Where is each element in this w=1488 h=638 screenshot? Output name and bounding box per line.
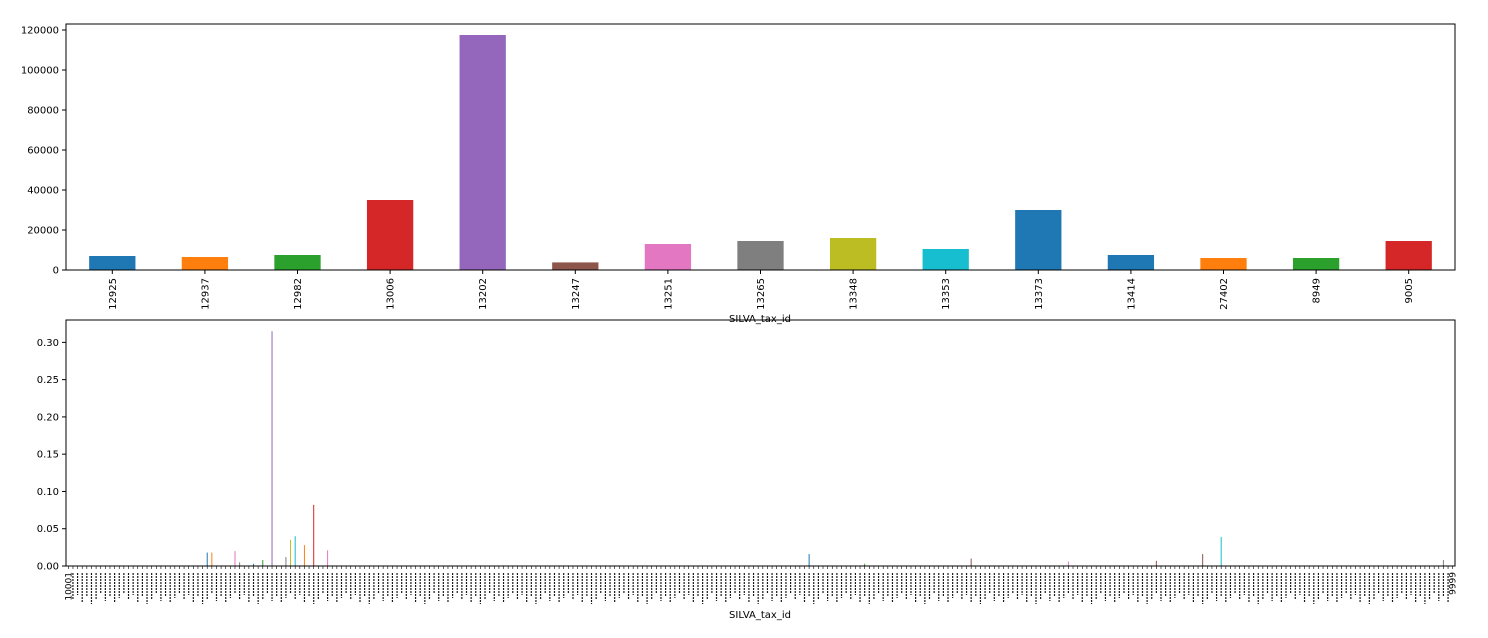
top-y-tick-label: 60000 [27, 146, 59, 157]
bottom-bar [211, 552, 213, 566]
top-bar-12925 [89, 256, 136, 270]
bottom-x-tick-label-first: 10001 [64, 572, 74, 601]
bottom-bar [1067, 561, 1069, 566]
bottom-y-tick-label: 0.25 [37, 375, 59, 386]
bottom-y-tick-label: 0.10 [37, 487, 59, 498]
top-bar-12982 [274, 255, 321, 270]
bottom-bar-chart: 0.00 0.05 0.10 0.15 0.20 0.25 0.30 10001 9999 S… [37, 319, 1459, 621]
bottom-bar [253, 563, 255, 566]
bottom-y-tick-label: 0.20 [37, 412, 59, 423]
bottom-plot-frame [65, 319, 1456, 567]
bottom-bar [285, 557, 287, 566]
top-x-tick-label: 13414 [1126, 278, 1137, 310]
bottom-x-tick-label-last: 9999 [1449, 572, 1459, 595]
bottom-y-axis: 0.00 0.05 0.10 0.15 0.20 0.25 0.30 [37, 338, 66, 573]
top-x-tick-label: 12937 [200, 278, 211, 310]
bottom-x-axis: 10001 9999 [64, 566, 1459, 604]
top-x-tick-label: 13247 [571, 278, 582, 310]
top-x-tick-label: 13353 [941, 278, 952, 310]
bottom-y-tick-label: 0.15 [37, 450, 59, 461]
top-x-axis: 12925 12937 12982 13006 13202 13247 13251 13265… [108, 270, 1415, 310]
bottom-bar [239, 562, 241, 566]
top-x-tick-label: 13265 [756, 278, 767, 310]
top-x-tick-label: 9005 [1404, 278, 1415, 303]
bottom-x-label-band [72, 573, 1449, 604]
bottom-y-tick-label: 0.00 [37, 562, 59, 573]
bottom-bar [271, 331, 273, 566]
top-y-tick-label: 40000 [27, 186, 59, 197]
top-x-tick-label: 12982 [293, 278, 304, 310]
bottom-bar [262, 560, 264, 566]
top-y-tick-label: 0 [53, 266, 59, 277]
top-bar-13006 [366, 200, 414, 270]
top-y-tick-label: 20000 [27, 226, 59, 237]
bottom-y-tick-label: 0.05 [37, 524, 59, 535]
top-x-tick-label: 13251 [663, 278, 674, 310]
bottom-bar [313, 504, 315, 566]
bottom-bar [327, 550, 329, 566]
top-bar-13265 [737, 241, 784, 270]
top-bar-9005 [1385, 241, 1432, 270]
bottom-bar [1442, 560, 1444, 566]
top-bar-13251 [644, 244, 692, 270]
bottom-bar [1220, 536, 1222, 566]
top-x-tick-label: 13202 [478, 278, 489, 310]
top-x-tick-label: 13373 [1034, 278, 1045, 310]
bottom-bar [1202, 554, 1204, 566]
bottom-bar [1155, 560, 1157, 566]
top-bars [89, 35, 1432, 270]
top-bar-8949 [1292, 258, 1340, 270]
top-x-tick-label: 13006 [386, 278, 397, 310]
bottom-bar [206, 552, 208, 566]
top-x-tick-label: 13348 [849, 278, 860, 310]
top-bar-13348 [829, 238, 877, 270]
top-bar-13373 [1015, 210, 1062, 270]
bottom-bar [234, 551, 236, 566]
top-x-tick-label: 12925 [108, 278, 119, 310]
top-bar-12937 [181, 257, 229, 270]
top-bar-13353 [922, 249, 969, 270]
bottom-bar [294, 536, 296, 566]
top-bar-13247 [552, 262, 599, 270]
top-y-tick-label: 100000 [21, 66, 59, 77]
bottom-y-tick-label: 0.30 [37, 338, 59, 349]
top-x-tick-label: 8949 [1312, 278, 1323, 303]
bottom-bar [970, 558, 972, 566]
top-bar-13202 [459, 35, 506, 270]
bottom-bar [290, 539, 292, 566]
top-y-tick-label: 80000 [27, 106, 59, 117]
bottom-x-axis-label: SILVA_tax_id [729, 610, 791, 621]
bottom-bar [808, 554, 810, 566]
top-bar-13414 [1107, 255, 1155, 270]
top-y-axis: 0 20000 40000 60000 80000 100000 120000 [21, 26, 66, 277]
bottom-bar [864, 563, 866, 566]
top-plot-frame [65, 23, 1456, 271]
bottom-bars [206, 331, 1444, 566]
top-bar-27402 [1200, 258, 1247, 270]
top-x-tick-label: 27402 [1219, 278, 1230, 310]
bottom-bar [303, 545, 305, 566]
top-y-tick-label: 120000 [21, 26, 59, 37]
